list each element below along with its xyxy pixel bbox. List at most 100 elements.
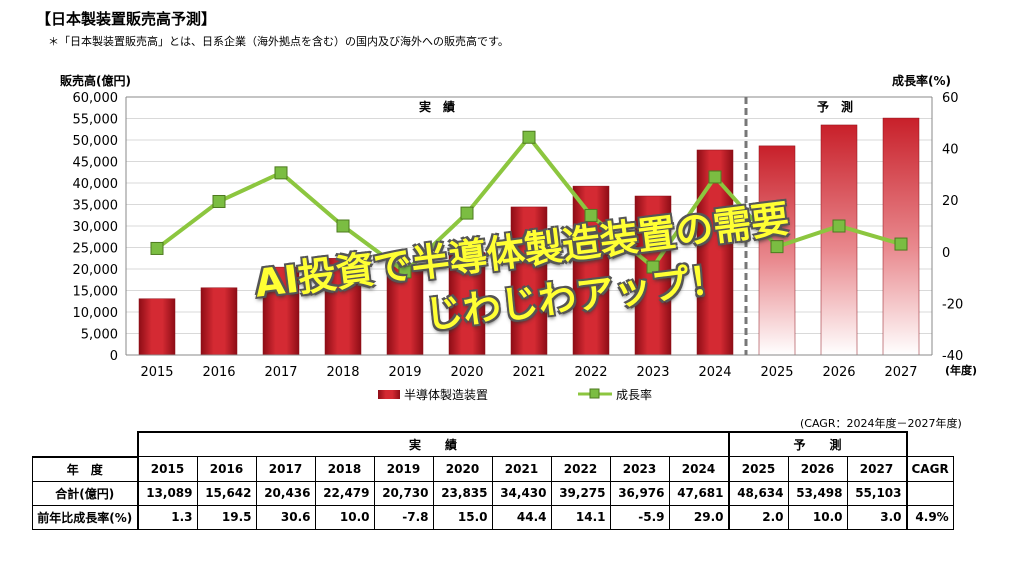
line-series: [150, 130, 908, 279]
x-tick-label: 2022: [574, 365, 607, 380]
growth-cell: 10.0: [314, 504, 375, 530]
growth-cell: 30.6: [255, 504, 316, 530]
year-cell: 2026: [787, 456, 848, 482]
growth-cell: 29.0: [668, 504, 729, 530]
growth-point-2016: [212, 194, 226, 208]
year-cell: 2027: [846, 456, 907, 482]
bar-2026: [820, 124, 858, 356]
group-actual: 実 績: [136, 431, 729, 457]
y-tick-label: 40,000: [73, 177, 119, 192]
bar-2021: [510, 206, 548, 356]
y-tick-label: 0: [110, 349, 118, 364]
bar-2017: [262, 266, 300, 356]
page-title: 【日本製装置販売高予測】: [36, 10, 217, 28]
y-tick-label: 25,000: [73, 242, 119, 257]
y-axis-label: 販売高(億円): [60, 74, 131, 88]
growth-cell: -7.8: [373, 504, 434, 530]
x-tick-label: 2019: [388, 365, 421, 380]
total-cell: 34,430: [491, 480, 552, 506]
growth-point-2018: [336, 219, 350, 233]
sales-chart: 0 5,000 10,000 15,000 20,000 25,000 30,000 35,0…: [73, 91, 978, 402]
growth-cell: 15.0: [432, 504, 493, 530]
total-cell: 20,730: [373, 480, 434, 506]
growth-cell: 44.4: [491, 504, 552, 530]
growth-point-2026: [832, 219, 846, 233]
growth-cell: 3.0: [846, 504, 907, 530]
y2-axis-label: 成長率(%): [892, 74, 951, 88]
total-cell: 47,681: [668, 480, 729, 506]
growth-cell: 14.1: [550, 504, 611, 530]
x-tick-label: 2021: [512, 365, 545, 380]
table-total-row: 合計(億円) 13,089 15,642 20,436 22,479 20,730 23,…: [32, 480, 954, 506]
y-tick-label: 15,000: [73, 285, 119, 300]
x-tick-label: 2016: [202, 365, 235, 380]
total-cell: 15,642: [196, 480, 257, 506]
growth-point-2020: [460, 206, 474, 220]
growth-header: 前年比成長率(%): [32, 504, 138, 530]
growth-cell: 1.3: [136, 504, 198, 530]
total-cell: 13,089: [136, 480, 198, 506]
growth-point-2017: [274, 166, 288, 180]
bar-2019: [386, 265, 424, 356]
y-tick-label: 5,000: [81, 328, 118, 343]
table-year-row: 年 度 2015 2016 2017 2018 2019 2020 2021 2022 2023…: [32, 456, 954, 482]
bar-2016: [200, 287, 238, 356]
growth-point-2025: [770, 240, 784, 254]
year-cell: 2021: [491, 456, 552, 482]
cagr-value: 4.9%: [905, 504, 954, 530]
bar-2023: [634, 195, 672, 356]
growth-cell: 10.0: [787, 504, 848, 530]
bar-2018: [324, 258, 362, 356]
y2-tick-label: -20: [942, 297, 963, 312]
y-tick-label: 60,000: [73, 91, 119, 106]
y2-tick-label: 0: [942, 246, 950, 261]
total-cell: 55,103: [846, 480, 907, 506]
total-cell: 53,498: [787, 480, 848, 506]
x-tick-label: 2015: [140, 365, 173, 380]
x-tick-label: 2018: [326, 365, 359, 380]
growth-point-2022: [584, 208, 598, 222]
y-tick-label: 55,000: [73, 113, 119, 128]
x-tick-label: 2024: [698, 365, 731, 380]
growth-point-2015: [150, 241, 164, 255]
year-cell: 2023: [609, 456, 670, 482]
year-cell: 2020: [432, 456, 493, 482]
bar-series: [138, 117, 920, 356]
axes: 0 5,000 10,000 15,000 20,000 25,000 30,000 35,0…: [73, 91, 964, 380]
growth-cell: 2.0: [727, 504, 789, 530]
year-cell: 2018: [314, 456, 375, 482]
y2-tick-label: 60: [942, 91, 959, 106]
year-cell: 2024: [668, 456, 729, 482]
annotation-actual: 実 績: [419, 99, 455, 114]
annotation-forecast: 予 測: [817, 99, 853, 114]
x-tick-label: 2026: [822, 365, 855, 380]
legend-line-marker: [589, 388, 600, 399]
total-cell: 22,479: [314, 480, 375, 506]
bar-2020: [448, 252, 486, 356]
cagr-header: CAGR: [905, 456, 954, 482]
growth-cell: -5.9: [609, 504, 670, 530]
table-growth-row: 前年比成長率(%) 1.3 19.5 30.6 10.0 -7.8 15.0 44.4 14.…: [32, 504, 954, 530]
bar-2027: [882, 117, 920, 356]
growth-point-2027: [894, 237, 908, 251]
year-cell: 2015: [136, 456, 198, 482]
legend: 半導体製造装置 成長率: [378, 387, 652, 402]
x-tick-label: 2025: [760, 365, 793, 380]
total-cell: 23,835: [432, 480, 493, 506]
y2-tick-label: -40: [942, 349, 963, 364]
year-cell: 2022: [550, 456, 611, 482]
y-tick-label: 35,000: [73, 199, 119, 214]
growth-point-2021: [522, 130, 536, 144]
total-cell: 48,634: [727, 480, 789, 506]
y-tick-label: 45,000: [73, 156, 119, 171]
chart-note: ＊「日本製装置販売高」とは、日系企業（海外拠点を含む）の国内及び海外への販売高で…: [48, 35, 509, 48]
year-cell: 2017: [255, 456, 316, 482]
table-group-row: 実 績 予 測: [32, 431, 954, 458]
legend-bar-label: 半導体製造装置: [404, 388, 488, 402]
y-tick-label: 20,000: [73, 263, 119, 278]
growth-cell: 19.5: [196, 504, 257, 530]
year-cell: 2016: [196, 456, 257, 482]
y-tick-label: 30,000: [73, 220, 119, 235]
x-tick-label: 2017: [264, 365, 297, 380]
total-cell: 20,436: [255, 480, 316, 506]
